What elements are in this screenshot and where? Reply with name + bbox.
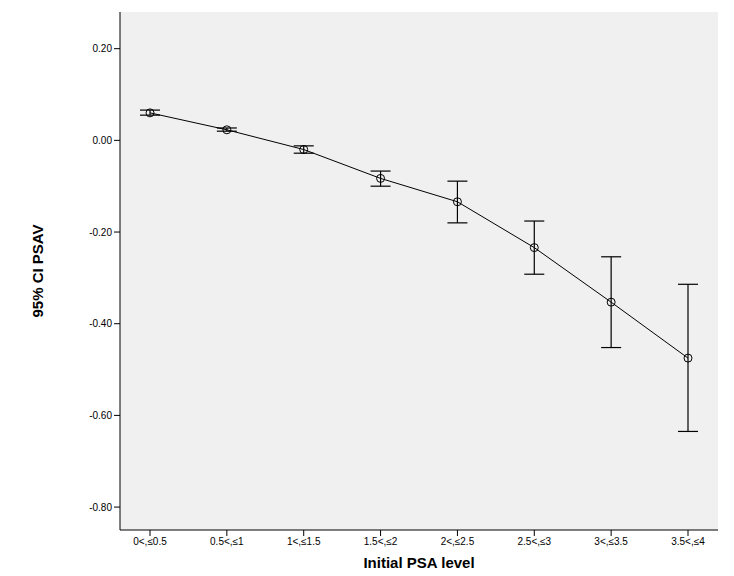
- svg-text:0.20: 0.20: [93, 43, 113, 54]
- svg-text:0<,≤0.5: 0<,≤0.5: [133, 536, 167, 547]
- svg-text:-0.40: -0.40: [89, 318, 112, 329]
- svg-text:2<,≤2.5: 2<,≤2.5: [441, 536, 475, 547]
- svg-text:Initial PSA level: Initial PSA level: [363, 554, 474, 568]
- svg-text:-0.80: -0.80: [89, 502, 112, 513]
- svg-text:-0.20: -0.20: [89, 227, 112, 238]
- svg-text:-0.60: -0.60: [89, 410, 112, 421]
- svg-text:2.5<,≤3: 2.5<,≤3: [517, 536, 551, 547]
- svg-text:1<,≤1.5: 1<,≤1.5: [287, 536, 321, 547]
- svg-text:0.00: 0.00: [93, 135, 113, 146]
- svg-text:1.5<,≤2: 1.5<,≤2: [364, 536, 398, 547]
- svg-text:0.5<,≤1: 0.5<,≤1: [210, 536, 244, 547]
- svg-text:95% CI PSAV: 95% CI PSAV: [29, 224, 46, 317]
- svg-text:3.5<,≤4: 3.5<,≤4: [671, 536, 705, 547]
- svg-text:3<,≤3.5: 3<,≤3.5: [594, 536, 628, 547]
